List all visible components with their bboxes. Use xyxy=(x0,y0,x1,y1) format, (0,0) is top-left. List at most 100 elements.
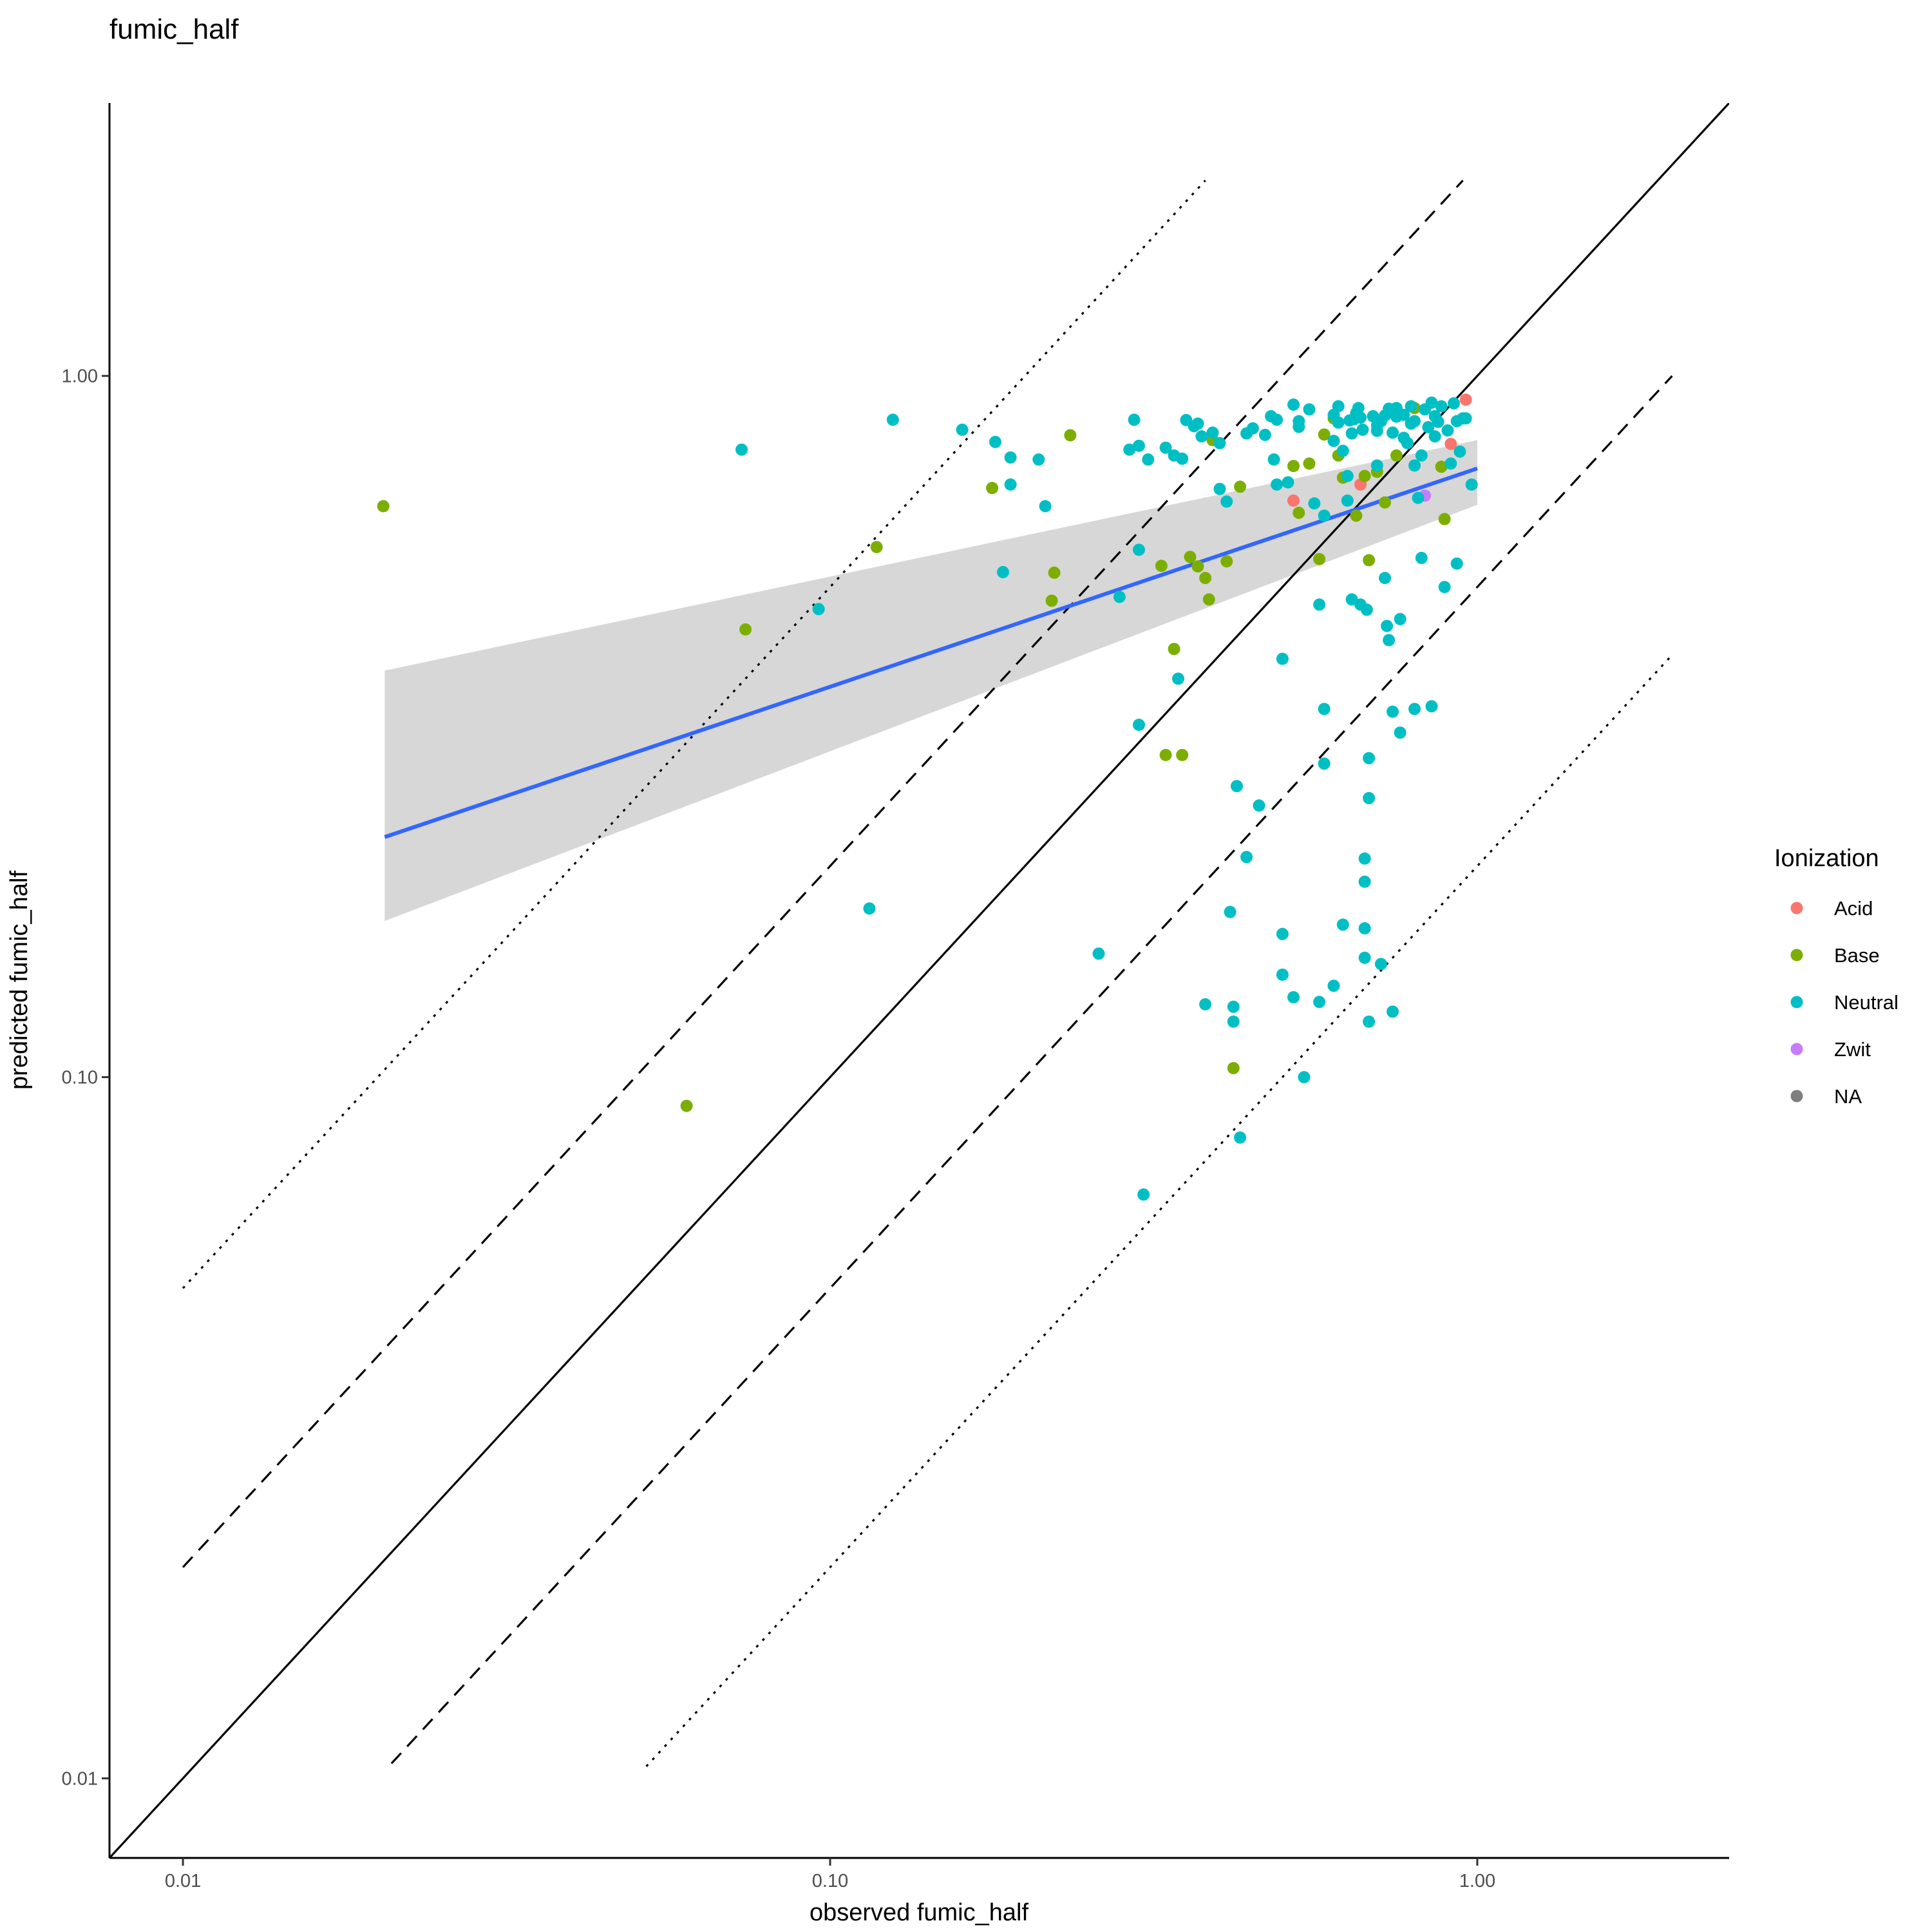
point-neutral-117 xyxy=(1374,958,1387,971)
point-neutral-104 xyxy=(1435,400,1448,413)
point-neutral-79 xyxy=(1363,791,1376,804)
legend-label-base: Base xyxy=(1834,944,1880,967)
point-neutral-57 xyxy=(1318,509,1331,522)
point-neutral-44 xyxy=(1271,413,1283,426)
point-neutral-106 xyxy=(1444,457,1457,470)
point-base-10 xyxy=(1168,643,1180,656)
point-neutral-122 xyxy=(1287,991,1300,1003)
point-neutral-49 xyxy=(1287,398,1300,411)
point-neutral-82 xyxy=(1370,459,1383,472)
point-base-7 xyxy=(1064,429,1077,442)
fit-line xyxy=(384,466,1478,839)
point-base-18 xyxy=(1227,1062,1240,1075)
point-neutral-97 xyxy=(1412,491,1425,504)
x-axis-ticks: 0.01 0.10 1.00 xyxy=(165,1858,1495,1891)
point-base-5 xyxy=(1045,594,1058,607)
point-neutral-4 xyxy=(956,423,969,436)
point-base-1 xyxy=(680,1099,693,1112)
point-neutral-48 xyxy=(1282,476,1294,489)
point-neutral-121 xyxy=(1450,557,1463,570)
point-base-36 xyxy=(1438,513,1451,526)
point-neutral-107 xyxy=(1448,397,1460,410)
reference-line-dashed-1 xyxy=(182,180,1464,1568)
point-neutral-18 xyxy=(1137,1188,1150,1201)
legend-key-zwit xyxy=(1790,1043,1803,1056)
point-neutral-15 xyxy=(1133,439,1145,452)
point-base-20 xyxy=(1287,460,1300,473)
point-neutral-63 xyxy=(1332,416,1345,429)
legend-label-zwit: Zwit xyxy=(1834,1038,1871,1061)
point-base-8 xyxy=(1155,560,1168,573)
fit-line-layer xyxy=(384,466,1478,839)
point-neutral-54 xyxy=(1308,497,1321,510)
point-neutral-36 xyxy=(1234,1131,1247,1144)
legend-title: Ionization xyxy=(1774,845,1879,872)
point-neutral-112 xyxy=(1465,478,1478,491)
point-neutral-12 xyxy=(1113,591,1126,603)
legend-items: Acid Base Neutral Zwit NA xyxy=(1790,897,1899,1108)
point-neutral-64 xyxy=(1336,444,1349,457)
point-neutral-52 xyxy=(1298,1071,1311,1084)
point-neutral-109 xyxy=(1454,445,1466,458)
point-neutral-27 xyxy=(1195,430,1208,443)
point-neutral-39 xyxy=(1253,799,1265,812)
point-base-3 xyxy=(870,541,883,553)
point-base-0 xyxy=(377,500,390,513)
point-neutral-111 xyxy=(1459,412,1472,425)
point-neutral-6 xyxy=(997,565,1009,578)
point-base-30 xyxy=(1363,554,1376,567)
point-neutral-56 xyxy=(1313,598,1326,611)
y-tick-label: 0.10 xyxy=(62,1068,98,1088)
point-base-21 xyxy=(1293,506,1305,519)
x-tick-label: 0.10 xyxy=(812,1871,848,1891)
point-neutral-7 xyxy=(1004,451,1017,464)
point-base-28 xyxy=(1350,509,1363,522)
point-neutral-73 xyxy=(1356,423,1369,436)
fit-confidence-band xyxy=(384,440,1477,922)
point-neutral-119 xyxy=(1415,551,1428,564)
legend-label-neutral: Neutral xyxy=(1834,991,1899,1014)
point-neutral-105 xyxy=(1441,424,1454,437)
point-neutral-133 xyxy=(1397,408,1410,421)
point-neutral-65 xyxy=(1341,469,1354,482)
point-neutral-80 xyxy=(1363,752,1376,764)
point-neutral-74 xyxy=(1358,852,1371,865)
point-neutral-101 xyxy=(1425,396,1438,409)
point-neutral-100 xyxy=(1422,421,1435,433)
point-neutral-26 xyxy=(1191,417,1204,430)
point-base-29 xyxy=(1358,469,1371,482)
point-neutral-32 xyxy=(1220,495,1233,508)
point-base-22 xyxy=(1303,457,1316,470)
point-neutral-75 xyxy=(1358,875,1371,888)
point-neutral-28 xyxy=(1199,998,1212,1010)
point-neutral-125 xyxy=(1408,703,1421,715)
reference-line-dashed-2 xyxy=(390,375,1673,1765)
point-neutral-113 xyxy=(1227,1015,1240,1028)
point-neutral-5 xyxy=(989,435,1001,448)
y-axis-ticks: 0.01 0.10 1.00 xyxy=(62,366,109,1789)
point-neutral-96 xyxy=(1408,459,1421,472)
point-neutral-46 xyxy=(1276,969,1289,981)
point-neutral-102 xyxy=(1428,430,1441,443)
legend-key-acid xyxy=(1790,902,1803,914)
legend-label-acid: Acid xyxy=(1834,897,1873,920)
legend-key-na xyxy=(1790,1090,1803,1103)
point-base-23 xyxy=(1313,553,1326,565)
point-neutral-98 xyxy=(1415,449,1428,462)
point-neutral-95 xyxy=(1408,415,1421,428)
point-neutral-124 xyxy=(1363,1015,1376,1028)
point-neutral-60 xyxy=(1327,435,1340,448)
y-tick-label: 1.00 xyxy=(62,366,98,387)
point-base-15 xyxy=(1202,593,1215,606)
point-base-35 xyxy=(1435,460,1448,473)
reference-lines xyxy=(109,103,1729,1858)
legend-key-base xyxy=(1790,949,1803,961)
point-neutral-14 xyxy=(1128,413,1141,426)
point-neutral-71 xyxy=(1352,402,1365,415)
point-neutral-10 xyxy=(1039,500,1052,513)
y-tick-label: 0.01 xyxy=(62,1768,98,1789)
point-neutral-11 xyxy=(1092,947,1105,960)
point-neutral-1 xyxy=(812,603,825,616)
x-tick-label: 0.01 xyxy=(165,1871,201,1891)
point-neutral-40 xyxy=(1258,428,1271,441)
